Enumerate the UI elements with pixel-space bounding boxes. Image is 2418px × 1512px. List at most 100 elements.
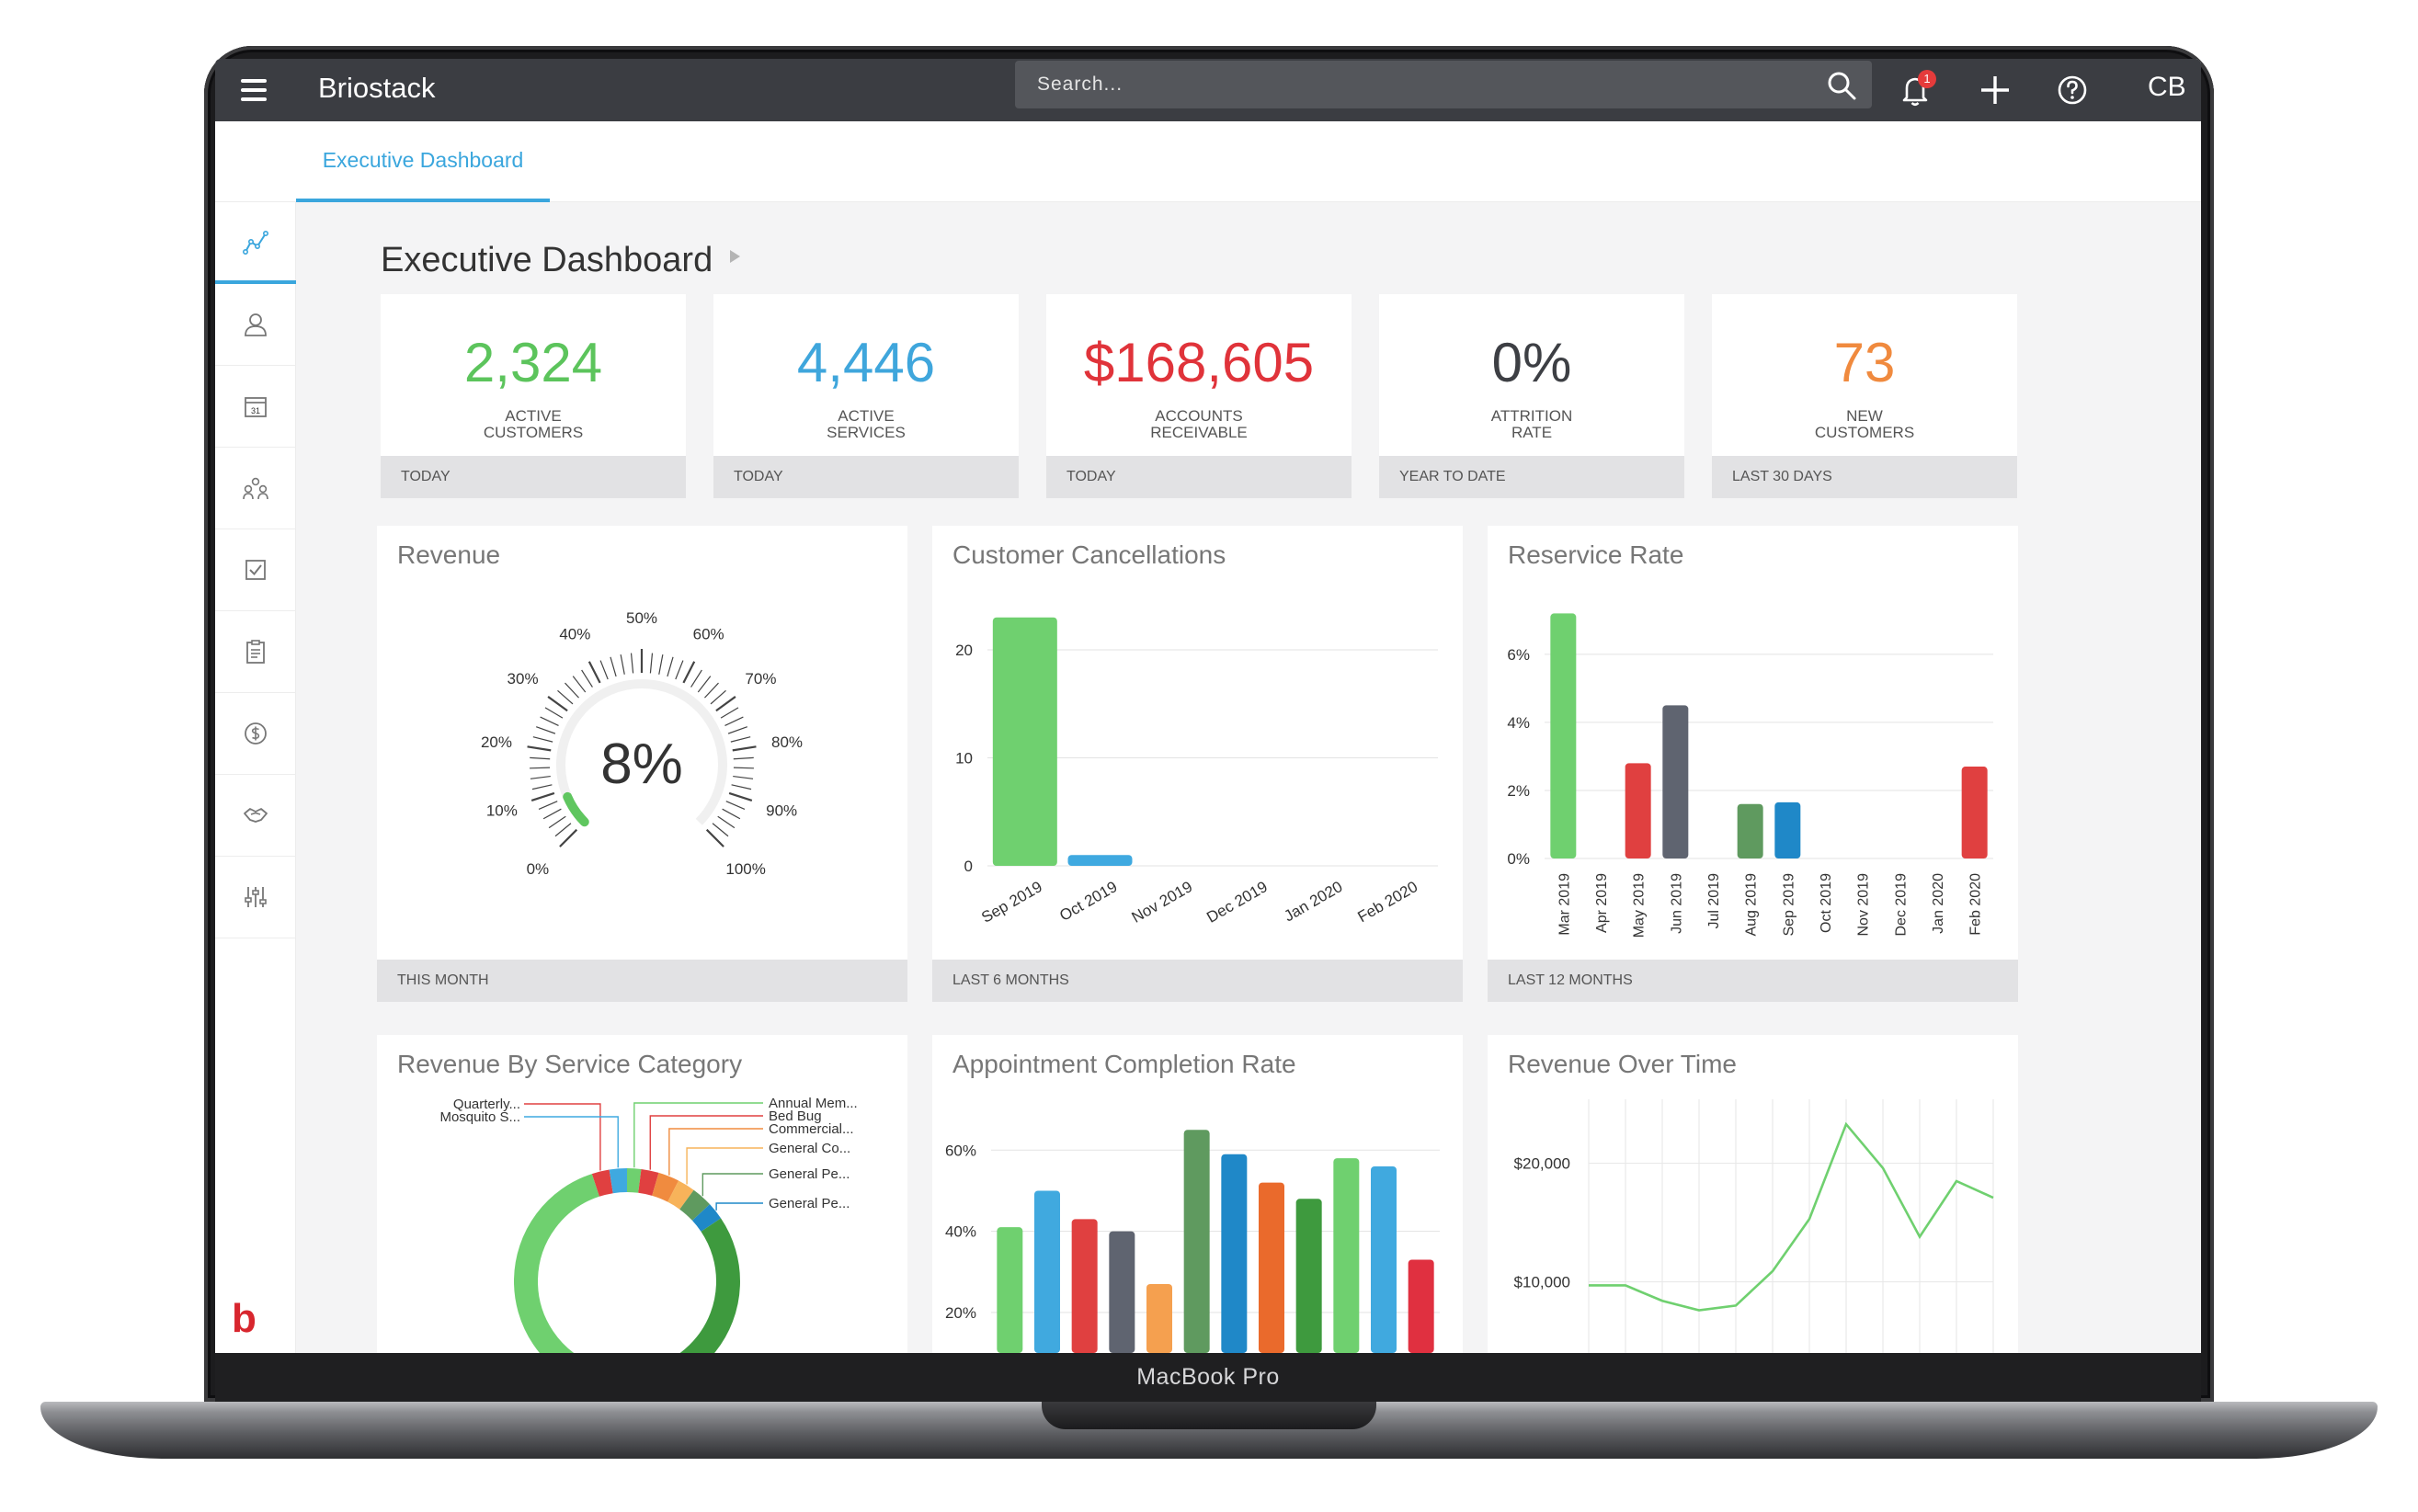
- completion-card[interactable]: Appointment Completion Rate 20% 40% 60%: [932, 1035, 1463, 1353]
- kpi-period: TODAY: [381, 456, 686, 498]
- kpi-active-customers[interactable]: 2,324 ACTIVE CUSTOMERS TODAY: [381, 294, 686, 498]
- screen: Briostack 1: [215, 59, 2201, 1353]
- sidebar-item-analytics[interactable]: [215, 202, 296, 284]
- donut-slice: [679, 1218, 740, 1353]
- x-tick-label: May 2019: [1632, 873, 1648, 938]
- gauge-tick: [531, 784, 553, 790]
- x-tick-label: Jan 2020: [1931, 873, 1946, 934]
- gauge-tick: [587, 661, 601, 684]
- gauge-tick: [705, 828, 724, 847]
- gauge-tick: [581, 669, 593, 688]
- card-footer: LAST 6 MONTHS: [932, 960, 1463, 1002]
- sidebar-item-team[interactable]: [215, 448, 296, 529]
- bar: [1550, 613, 1577, 858]
- add-button[interactable]: [1977, 72, 2013, 108]
- device-label: MacBook Pro: [215, 1353, 2201, 1402]
- bar: [1221, 1154, 1248, 1353]
- kpi-active-services[interactable]: 4,446 ACTIVE SERVICES TODAY: [713, 294, 1019, 498]
- cancellations-card[interactable]: Customer Cancellations 0 10 20 Sep 2019 Oct …: [932, 526, 1463, 1002]
- tab-executive-dashboard[interactable]: Executive Dashboard: [296, 121, 550, 202]
- y-tick-label: 6%: [1507, 646, 1530, 664]
- kpi-attrition-rate[interactable]: 0% ATTRITION RATE YEAR TO DATE: [1379, 294, 1684, 498]
- donut-label: General Pe...: [769, 1196, 850, 1211]
- gauge-tick: [538, 801, 558, 811]
- sidebar-item-tasks[interactable]: [215, 529, 296, 611]
- sidebar-item-settings[interactable]: [215, 857, 296, 938]
- sidebar-item-customers[interactable]: [215, 284, 296, 366]
- donut-leader-line: [686, 1147, 763, 1185]
- bar: [1034, 1190, 1060, 1353]
- gauge-tick: [697, 676, 712, 693]
- bar: [1259, 1182, 1284, 1353]
- bar: [1295, 1199, 1322, 1353]
- gauge-tick: [731, 784, 752, 790]
- briostack-logo[interactable]: b: [232, 1296, 257, 1341]
- donut-slice: [651, 1172, 679, 1202]
- bar: [1371, 1165, 1397, 1353]
- search-input[interactable]: [1015, 61, 1806, 108]
- gauge-tick: [732, 745, 757, 752]
- kpi-label: ACTIVE CUSTOMERS: [483, 407, 584, 441]
- gauge-tick: [530, 775, 551, 779]
- gauge-tick: [720, 707, 739, 719]
- search-icon[interactable]: [1826, 70, 1857, 101]
- x-tick-label: Aug 2019: [1744, 873, 1760, 937]
- kpi-value: 73: [1833, 332, 1896, 393]
- analytics-icon: [243, 230, 268, 255]
- kpi-new-customers[interactable]: 73 NEW CUSTOMERS LAST 30 DAYS: [1712, 294, 2017, 498]
- gauge-tick-label: 30%: [508, 670, 539, 688]
- card-footer: LAST 12 MONTHS: [1488, 960, 2018, 1002]
- donut-slice: [591, 1169, 613, 1197]
- user-menu[interactable]: CB: [2148, 72, 2186, 102]
- donut-label: Quarterly...: [453, 1097, 520, 1112]
- kpi-accounts-receivable[interactable]: $168,605 ACCOUNTS RECEIVABLE TODAY: [1046, 294, 1352, 498]
- reservice-bar-chart: 0% 2% 4% 6% Mar 2019 Apr 2019 May 2019 Jun 2019…: [1507, 613, 1993, 938]
- gauge-tick: [542, 808, 562, 820]
- service-category-card[interactable]: Revenue By Service Category Quarterly...…: [377, 1035, 907, 1353]
- gauge-tick: [527, 745, 552, 752]
- gauge-value-arc: [563, 791, 589, 827]
- donut-slice: [679, 1189, 711, 1222]
- kpi-label: ATTRITION RATE: [1490, 407, 1573, 441]
- bar: [1774, 801, 1801, 858]
- sidebar-item-billing[interactable]: [215, 693, 296, 775]
- calendar-icon: 31: [245, 397, 267, 417]
- gauge-tick: [725, 801, 746, 811]
- donut-label: General Co...: [769, 1141, 850, 1156]
- menu-icon[interactable]: [235, 72, 272, 108]
- x-tick-label: Jan 2020: [1281, 878, 1345, 925]
- donut-slice: [514, 1174, 600, 1353]
- kpi-value: 0%: [1491, 332, 1572, 393]
- sidebar-item-reports[interactable]: [215, 611, 296, 693]
- completion-bar-chart: 20% 40% 60%: [945, 1130, 1440, 1353]
- gauge-tick: [532, 736, 553, 743]
- reservice-card[interactable]: Reservice Rate 0% 2% 4% 6% Mar 2019 Apr 2019 M…: [1488, 526, 2018, 1002]
- y-tick-label: 40%: [945, 1223, 976, 1241]
- kpi-period: LAST 30 DAYS: [1712, 456, 2017, 498]
- sidebar-item-partners[interactable]: [215, 775, 296, 857]
- gauge-tick: [649, 653, 654, 674]
- bar: [1625, 763, 1651, 858]
- gauge-tick: [557, 689, 574, 705]
- notifications-button[interactable]: 1: [1898, 70, 1936, 108]
- card-title: Revenue: [397, 540, 501, 569]
- series-line: [1589, 1121, 1994, 1312]
- x-tick-label: Jun 2019: [1669, 873, 1684, 934]
- sidebar-item-calendar[interactable]: 31: [215, 366, 296, 448]
- gauge-tick: [530, 756, 551, 760]
- help-button[interactable]: [2054, 72, 2091, 108]
- gauge-tick: [547, 696, 568, 712]
- y-tick-label: 4%: [1507, 714, 1530, 732]
- flag-icon[interactable]: [730, 250, 740, 263]
- sidebar: 31: [215, 202, 296, 1353]
- dollar-icon: [245, 722, 267, 745]
- revenue-over-time-card[interactable]: Revenue Over Time $10,000 $20,000: [1488, 1035, 2018, 1353]
- y-tick-label: 0%: [1507, 850, 1530, 868]
- gauge-tick-label: 10%: [486, 801, 518, 819]
- bar: [992, 617, 1057, 866]
- kpi-value: 4,446: [796, 332, 936, 393]
- topbar: Briostack 1: [215, 59, 2201, 121]
- revenue-card[interactable]: Revenue 0% 10% 20% 30% 40% 50% 60% 70% 80% 90% 100…: [377, 526, 907, 1002]
- kpi-period: TODAY: [1046, 456, 1352, 498]
- gauge-tick: [572, 676, 587, 693]
